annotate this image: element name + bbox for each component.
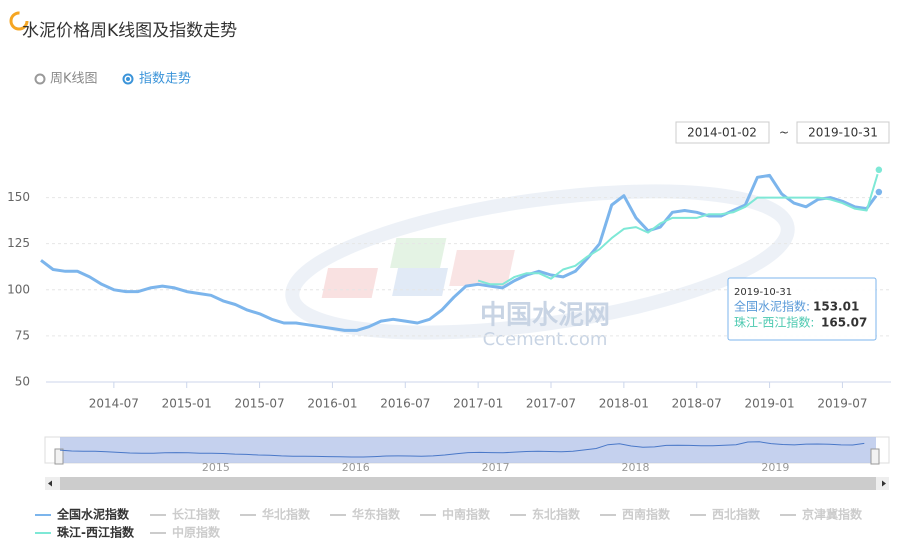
legend-label[interactable]: 长江指数 [172,507,221,522]
x-tick-label: 2015-07 [235,397,285,411]
x-tick-label: 2019-07 [817,397,867,411]
legend-item[interactable]: 中原指数 [150,525,221,540]
legend: 全国水泥指数 长江指数 华北指数 华东指数 中南指数 东北指数 西南指数 西北指数 京津冀指数珠… [35,507,863,540]
legend-item[interactable]: 华东指数 [330,507,401,522]
date-end[interactable]: 2019-10-31 [808,126,878,140]
date-end-input[interactable] [796,121,890,144]
tab-index[interactable]: 指数走势 [122,71,192,87]
hover-marker [874,165,884,175]
x-tick-label: 2015-01 [162,397,212,411]
tab-weekly[interactable]: 周K线图 [34,72,98,87]
x-tick-label: 2016-07 [380,397,430,411]
legend-item[interactable]: 西北指数 [690,507,761,522]
legend-item[interactable]: 长江指数 [150,507,221,522]
navigator-label: 2018 [622,461,650,474]
legend-item[interactable]: 中南指数 [420,507,491,522]
navigator-label: 2017 [482,461,510,474]
radio-dot [126,77,130,81]
watermark-text: 中国水泥网 [480,301,610,331]
hover-marker [874,187,884,197]
x-tick-label: 2019-01 [745,397,795,411]
x-tick-label: 2017-01 [453,397,503,411]
y-tick-label: 125 [7,236,30,250]
series-line [40,173,881,332]
y-tick-label: 50 [15,375,30,389]
y-tick-label: 75 [15,328,30,342]
legend-item[interactable]: 西南指数 [600,507,671,522]
legend-label[interactable]: 珠江-西江指数 [57,525,135,540]
x-tick-label: 2017-07 [526,397,576,411]
x-tick-label: 2018-07 [672,397,722,411]
legend-label[interactable]: 华北指数 [262,507,311,522]
page-title: 水泥价格周K线图及指数走势 [22,21,237,41]
radio[interactable] [34,73,46,85]
x-tick-label: 2018-01 [599,397,649,411]
tooltip-label: 全国水泥指数: [734,299,810,314]
legend-label[interactable]: 中南指数 [442,507,491,522]
series-line [477,169,880,286]
x-tick-label: 2016-01 [307,397,357,411]
date-start[interactable]: 2014-01-02 [687,126,757,140]
tooltip-value: 165.07 [821,316,867,330]
navigator-handle[interactable] [54,448,64,465]
y-tick-label: 150 [7,190,30,204]
scrollbar-thumb[interactable] [60,477,876,490]
legend-label[interactable]: 东北指数 [532,507,581,522]
navigator-handle[interactable] [870,448,880,465]
legend-item[interactable]: 全国水泥指数 [35,507,130,522]
navigator-line [59,441,865,458]
legend-item[interactable]: 东北指数 [510,507,581,522]
legend-label[interactable]: 中原指数 [172,525,221,540]
legend-item[interactable]: 京津冀指数 [780,507,863,522]
navigator-selection[interactable] [60,437,876,463]
date-separator: ~ [779,126,789,140]
tooltip-date: 2019-10-31 [734,287,792,298]
x-tick-label: 2014-07 [89,397,139,411]
tab-label[interactable]: 指数走势 [139,71,191,87]
radio[interactable] [122,73,134,85]
tooltip-label: 珠江-西江指数: [734,315,814,330]
navigator-label: 2019 [761,461,789,474]
navigator-label: 2015 [202,461,230,474]
watermark [285,184,795,340]
legend-label[interactable]: 华东指数 [352,507,401,522]
legend-item[interactable]: 珠江-西江指数 [35,525,135,540]
watermark-text: Ccement.com [483,329,608,350]
logo [9,11,29,31]
legend-label[interactable]: 西南指数 [622,507,671,522]
navigator-label: 2016 [342,461,370,474]
tab-label[interactable]: 周K线图 [50,72,98,87]
legend-label[interactable]: 全国水泥指数 [56,507,130,522]
legend-label[interactable]: 京津冀指数 [802,507,863,522]
legend-label[interactable]: 西北指数 [712,507,761,522]
tooltip-value: 153.01 [813,300,859,314]
y-tick-label: 100 [7,282,30,296]
tooltip-box [727,277,877,341]
legend-item[interactable]: 华北指数 [240,507,311,522]
date-start-input[interactable] [675,121,770,144]
navigator-series: 2015 2016 2017 2018 2019 [59,441,865,474]
